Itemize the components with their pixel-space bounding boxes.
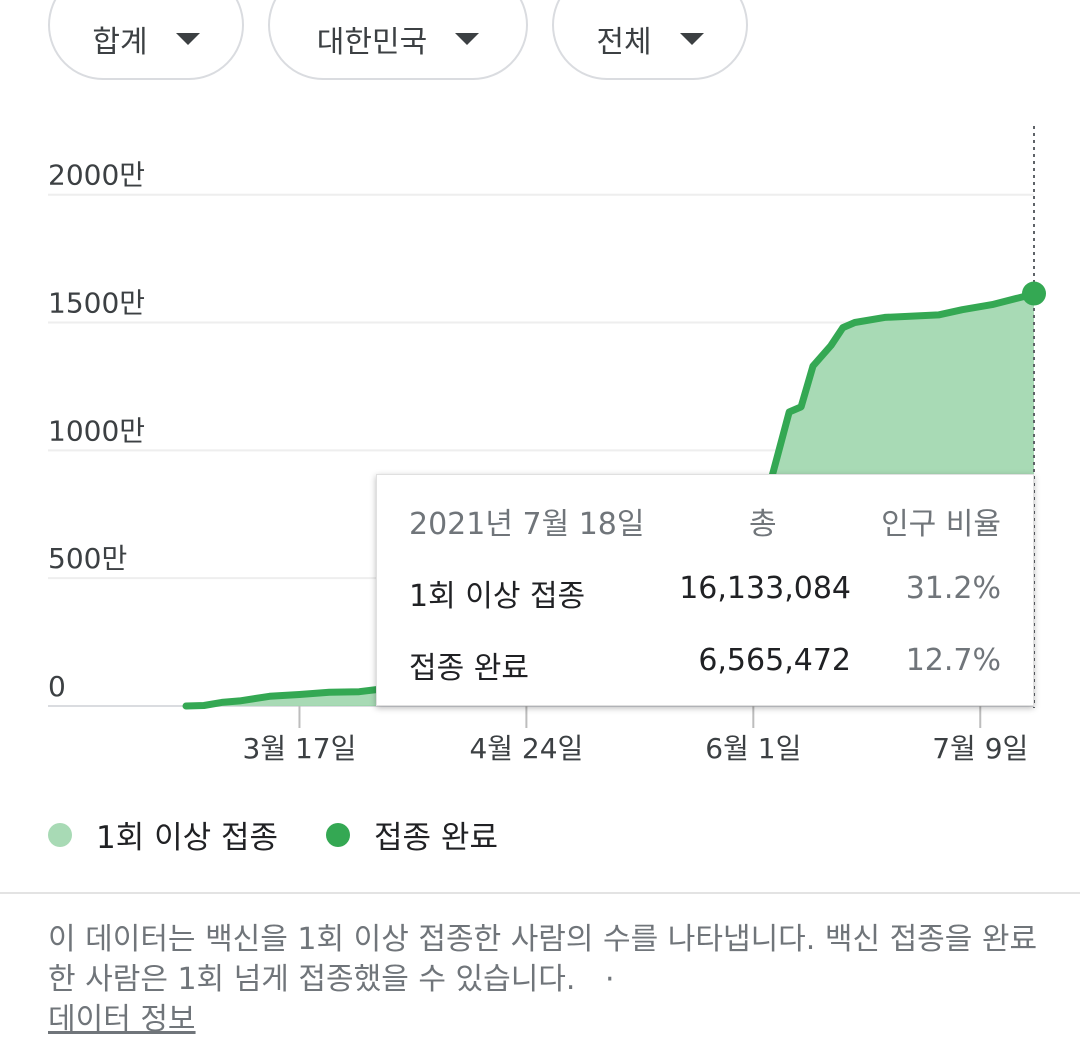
x-tick-label: 3월 17일 [243, 732, 357, 765]
filter-chip-region[interactable]: 대한민국 [268, 0, 528, 80]
data-note-text: 이 데이터는 백신을 1회 이상 접종한 사람의 수를 나타냅니다. 백신 접종… [48, 922, 1038, 997]
line-first-dose [182, 290, 1038, 710]
y-tick-label: 500만 [48, 542, 127, 575]
chart-legend: 1회 이상 접종 접종 완료 [48, 812, 498, 857]
y-tick-label: 2000만 [48, 159, 145, 192]
tooltip-row-total: 6,565,472 [698, 643, 851, 678]
legend-dot-first-dose [48, 822, 72, 847]
separator-dot: · [605, 962, 615, 997]
caret-down-icon [175, 33, 200, 45]
tooltip-row-label: 1회 이상 접종 [409, 579, 586, 614]
chart-tooltip: 2021년 7월 18일 총 인구 비율 1회 이상 접종 16,133,084… [376, 474, 1034, 706]
caret-down-icon [679, 33, 704, 45]
x-tick-label: 7월 9일 [932, 732, 1028, 765]
filter-chip-region-label: 대한민국 [316, 25, 428, 60]
y-axis-ticks: 0 500만 1000만 1500만 2000만 [48, 159, 145, 703]
tooltip-date: 2021년 7월 18일 [409, 507, 645, 542]
legend-label-completed: 접종 완료 [374, 820, 498, 856]
tooltip-col-ratio: 인구 비율 [881, 507, 1001, 542]
data-info-link[interactable]: 데이터 정보 [48, 1002, 196, 1037]
legend-label-first-dose: 1회 이상 접종 [96, 820, 279, 856]
data-note: 이 데이터는 백신을 1회 이상 접종한 사람의 수를 나타냅니다. 백신 접종… [48, 920, 1038, 1040]
hover-point [1022, 281, 1046, 306]
y-tick-label: 1500만 [48, 287, 145, 320]
filter-chip-total[interactable]: 합계 [48, 0, 244, 80]
caret-down-icon [455, 33, 480, 45]
y-tick-label: 1000만 [48, 414, 145, 447]
tooltip-row-label: 접종 완료 [409, 651, 529, 686]
filter-chip-age[interactable]: 전체 [552, 0, 748, 80]
y-tick-label: 0 [48, 670, 66, 703]
x-tick-label: 6월 1일 [705, 732, 801, 765]
hover-marker [1022, 281, 1046, 306]
x-axis: 3월 17일 4월 24일 6월 1일 7월 9일 [243, 706, 1028, 765]
x-tick-label: 4월 24일 [469, 732, 583, 765]
filter-chip-age-label: 전체 [596, 25, 652, 60]
divider [0, 892, 1080, 894]
tooltip-col-total: 총 [749, 507, 777, 542]
tooltip-row-ratio: 12.7% [905, 643, 1001, 678]
tooltip-row-ratio: 31.2% [905, 571, 1001, 606]
filter-chip-total-label: 합계 [92, 25, 148, 60]
tooltip-row-total: 16,133,084 [679, 571, 851, 606]
legend-dot-completed [326, 822, 351, 847]
